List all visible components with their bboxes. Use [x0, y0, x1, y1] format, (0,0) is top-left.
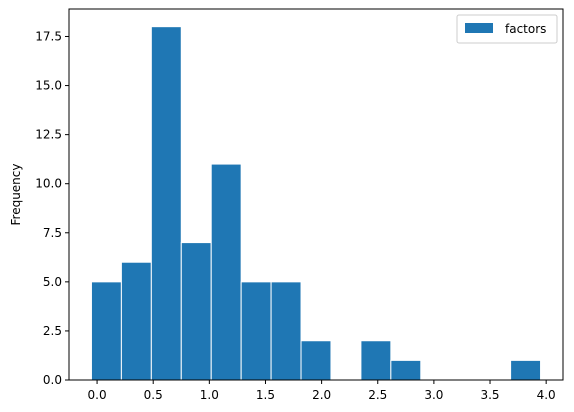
- x-tick-label: 2.5: [368, 388, 387, 402]
- x-tick-label: 3.5: [480, 388, 499, 402]
- y-tick-label: 15.0: [35, 79, 62, 93]
- x-tick-label: 1.0: [200, 388, 219, 402]
- histogram-bar: [360, 340, 392, 381]
- legend-label: factors: [505, 22, 546, 36]
- histogram-bar: [390, 359, 422, 381]
- y-tick-label: 7.5: [43, 226, 62, 240]
- y-tick-label: 12.5: [35, 128, 62, 142]
- histogram-bar: [180, 242, 212, 381]
- x-tick-label: 0.5: [144, 388, 163, 402]
- legend-swatch: [465, 23, 493, 33]
- y-axis: 0.0 2.5 5.0 7.5 10.0 12.5 15.0 17.5: [35, 29, 69, 387]
- y-tick-label: 0.0: [43, 373, 62, 387]
- x-tick-label: 0.0: [88, 388, 107, 402]
- histogram-bar: [90, 281, 122, 381]
- x-tick-label: 3.0: [424, 388, 443, 402]
- histogram-bar: [150, 26, 182, 381]
- histogram-bar: [270, 281, 302, 381]
- y-tick-label: 5.0: [43, 275, 62, 289]
- y-tick-label: 17.5: [35, 29, 62, 43]
- x-tick-label: 4.0: [537, 388, 556, 402]
- histogram-bar: [300, 340, 332, 381]
- histogram-bar: [210, 163, 242, 381]
- histogram-bar: [240, 281, 272, 381]
- x-axis: 0.0 0.5 1.0 1.5 2.0 2.5 3.0 3.5 4.0: [88, 380, 556, 402]
- plot-frame: [68, 8, 564, 381]
- bars-layer: [90, 26, 542, 381]
- histogram-bar: [510, 359, 542, 381]
- x-tick-label: 1.5: [256, 388, 275, 402]
- y-axis-label: Frequency: [9, 164, 23, 226]
- y-tick-label: 2.5: [43, 324, 62, 338]
- y-tick-label: 10.0: [35, 177, 62, 191]
- legend-box: [456, 14, 558, 44]
- legend: factors: [456, 14, 558, 44]
- x-tick-label: 2.0: [312, 388, 331, 402]
- histogram-bar: [120, 261, 152, 381]
